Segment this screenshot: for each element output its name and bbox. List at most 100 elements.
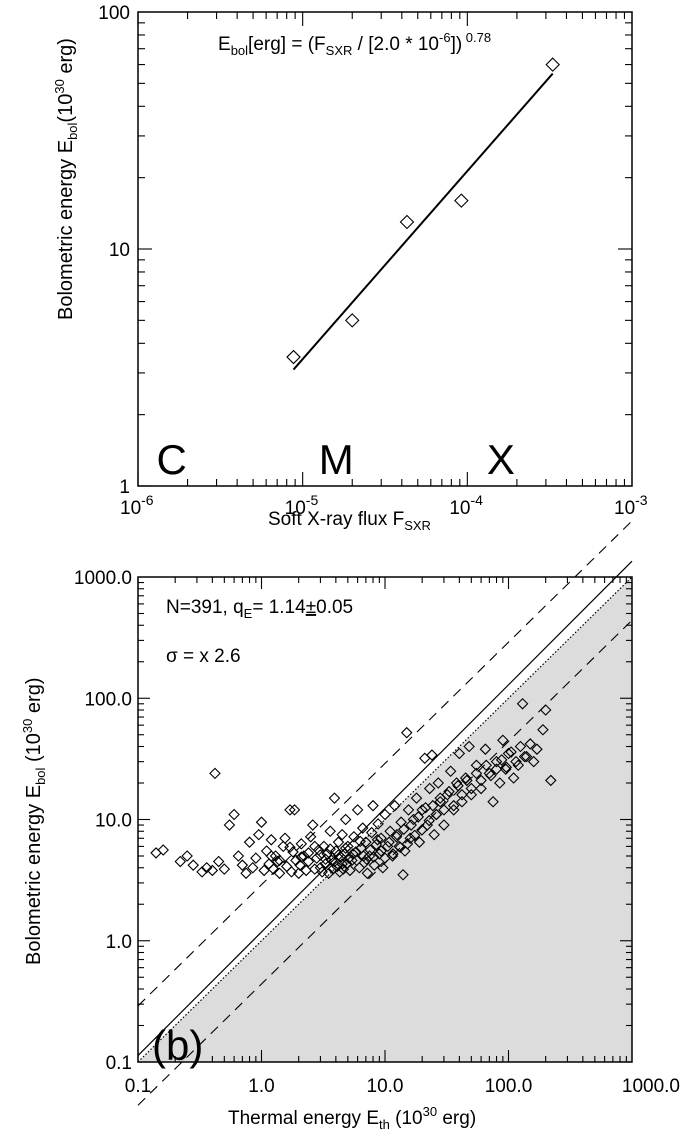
data-point (402, 804, 415, 816)
flare-class-label: X (487, 436, 515, 483)
data-point (361, 867, 374, 880)
data-point (432, 777, 445, 789)
flare-class-label: M (319, 436, 354, 483)
data-point (318, 840, 330, 853)
fit-line (137, 560, 633, 1056)
panel-b-y-axis-label: Bolometric energy Ebol (1030 erg) (20, 678, 48, 966)
data-point (308, 863, 321, 875)
data-point (258, 864, 270, 877)
data-point (284, 841, 296, 854)
panel-b-sigma: σ = x 2.6 (166, 646, 241, 667)
data-point (389, 799, 401, 812)
data-point (407, 813, 420, 826)
data-point (265, 834, 278, 846)
data-point (461, 774, 473, 787)
panel-b-points (150, 698, 557, 881)
data-point (386, 850, 399, 862)
data-point (316, 866, 328, 878)
data-point (384, 825, 396, 838)
panel-a-frame (137, 11, 633, 487)
data-point (531, 743, 543, 755)
data-point (518, 750, 531, 763)
data-point (430, 808, 443, 821)
data-point (356, 822, 369, 834)
data-point (319, 853, 332, 866)
data-point (332, 849, 345, 861)
data-point (302, 847, 315, 859)
data-point (505, 746, 517, 758)
data-point (537, 723, 549, 736)
x-tick-label: 10.0 (367, 1076, 404, 1097)
data-point (475, 774, 487, 787)
data-point (456, 796, 468, 808)
data-point (196, 866, 208, 878)
data-point (475, 782, 487, 795)
data-point (423, 782, 436, 795)
y-tick-label: 1000.0 (74, 568, 132, 589)
data-point (267, 863, 280, 875)
data-point (465, 782, 478, 795)
data-point (328, 792, 341, 804)
y-tick-label: 10 (109, 240, 130, 261)
data-point (306, 819, 319, 831)
data-point (539, 704, 552, 716)
data-point (228, 808, 240, 821)
data-point (426, 749, 438, 761)
data-point (400, 726, 413, 739)
data-point (490, 763, 503, 775)
data-point (487, 796, 499, 808)
data-point (314, 861, 327, 874)
data-point (308, 840, 321, 853)
data-point (365, 826, 378, 839)
data-point (480, 759, 492, 772)
data-point (271, 855, 284, 868)
data-point (391, 828, 403, 841)
data-point (187, 859, 200, 871)
x-tick-label: 10-5 (285, 492, 319, 519)
data-point (324, 843, 336, 855)
data-point (209, 767, 221, 780)
panel-b-x-axis-label: Thermal energy Eth (1030 erg) (228, 1104, 476, 1132)
data-point (398, 823, 410, 836)
data-point (212, 855, 225, 868)
data-point (354, 835, 366, 848)
data-point (314, 849, 327, 861)
data-point (277, 840, 290, 853)
data-point (260, 845, 273, 857)
data-point (367, 851, 380, 863)
x-tick-label: 10-4 (449, 492, 483, 519)
data-point (470, 767, 483, 780)
data-point (339, 842, 352, 854)
data-point (336, 858, 348, 870)
data-point (223, 819, 236, 831)
data-point (456, 788, 468, 801)
data-point (218, 863, 231, 875)
data-point (453, 747, 466, 760)
data-point (339, 813, 352, 826)
panel-a-tick-labels: 10-6 10-5 10-4 10-3 1 10 100 (98, 3, 648, 519)
data-point (312, 844, 325, 856)
data-point (497, 734, 509, 747)
data-point (348, 831, 360, 843)
data-point (304, 831, 317, 843)
data-point (479, 743, 492, 755)
data-point (514, 740, 527, 753)
data-point (520, 750, 533, 763)
x-tick-label: 1.0 (248, 1076, 274, 1097)
data-point (412, 811, 425, 823)
y-tick-label: 0.1 (106, 1053, 132, 1074)
data-point (252, 828, 265, 841)
data-point (423, 814, 435, 827)
data-point (387, 848, 399, 860)
data-point (399, 845, 411, 857)
data-point (375, 845, 387, 857)
panel-a-ticks (137, 12, 632, 487)
data-point (243, 836, 256, 848)
data-point (510, 755, 522, 768)
panel-a-fit (292, 72, 554, 371)
data-point (344, 864, 356, 877)
data-point (447, 804, 460, 816)
data-point (335, 851, 347, 863)
data-point (255, 816, 268, 828)
data-point (333, 866, 346, 878)
